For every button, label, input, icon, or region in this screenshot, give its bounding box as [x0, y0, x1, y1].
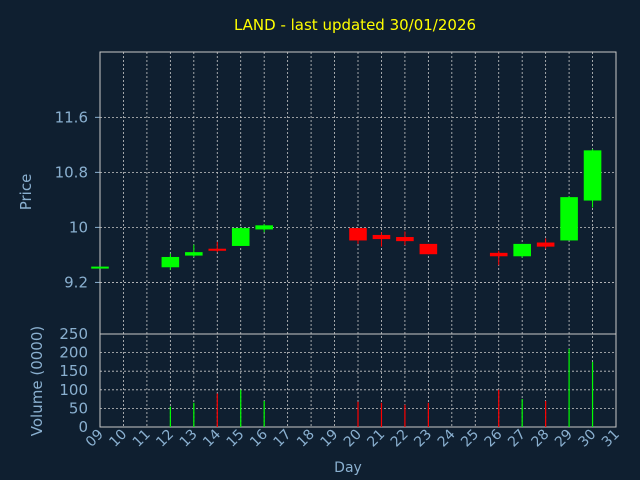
- price-tick-label: 11.6: [55, 108, 88, 126]
- candle-body: [513, 243, 531, 257]
- volume-tick-label: 200: [59, 344, 88, 362]
- x-tick-label: 14: [200, 426, 224, 450]
- candle-body: [419, 243, 438, 255]
- candle-body: [185, 252, 203, 256]
- x-tick-label: 17: [271, 427, 295, 451]
- price-tick-label: 9.2: [64, 273, 88, 291]
- x-axis-label: Day: [334, 460, 362, 476]
- volume-tick-label: 0: [78, 418, 88, 436]
- x-tick-label: 10: [106, 427, 130, 451]
- chart-title: LAND - last updated 30/01/2026: [234, 16, 476, 34]
- volume-tick-label: 50: [69, 399, 88, 417]
- x-tick-label: 31: [599, 427, 623, 451]
- candle-body: [372, 234, 391, 240]
- x-tick-label: 19: [317, 427, 341, 451]
- candle-body: [91, 266, 109, 269]
- candle-body: [489, 252, 508, 257]
- candle-body: [161, 256, 180, 268]
- x-tick-label: 16: [247, 426, 271, 450]
- volume-tick-label: 250: [59, 325, 88, 343]
- x-tick-label: 27: [505, 427, 529, 451]
- x-tick-label: 24: [435, 426, 459, 450]
- x-tick-label: 22: [388, 427, 412, 451]
- x-tick-label: 21: [364, 427, 388, 451]
- candle-body: [560, 197, 578, 241]
- x-tick-label: 12: [153, 427, 177, 451]
- x-tick-label: 23: [411, 427, 435, 451]
- x-tick-label: 25: [458, 427, 482, 451]
- x-tick-label: 28: [529, 427, 553, 451]
- x-tick-label: 11: [130, 427, 154, 451]
- candle-body: [396, 237, 414, 242]
- x-tick-label: 26: [482, 426, 506, 450]
- price-tick-label: 10.8: [55, 163, 88, 181]
- volume-tick-label: 100: [59, 381, 88, 399]
- price-tick-label: 10: [69, 218, 88, 236]
- x-tick-label: 18: [294, 427, 318, 451]
- candle-body: [255, 225, 273, 230]
- x-tick-label: 30: [575, 427, 599, 451]
- x-tick-label: 29: [552, 427, 576, 451]
- x-tick-label: 13: [177, 427, 201, 451]
- candle-body: [349, 228, 367, 241]
- candle-body: [231, 228, 250, 246]
- price-axis-label: Price: [17, 174, 35, 211]
- volume-tick-label: 150: [59, 362, 88, 380]
- volume-axis-label: Volume (0000): [28, 326, 46, 436]
- candle-body: [536, 242, 555, 247]
- x-tick-label: 15: [224, 427, 248, 451]
- candle-body: [208, 248, 227, 251]
- x-tick-label: 20: [341, 427, 365, 451]
- candle-body: [583, 150, 602, 201]
